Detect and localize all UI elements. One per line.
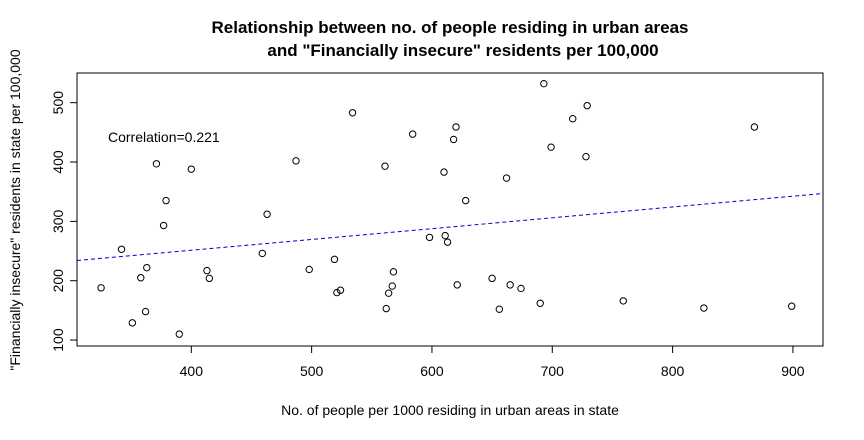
data-point (536, 299, 544, 307)
chart-subtitle: and "Financially insecure" residents per… (267, 41, 658, 60)
data-point (440, 168, 448, 176)
data-point (382, 304, 390, 313)
correlation-annotation: Correlation=0.221 (108, 129, 220, 145)
y-tick-label: 500 (50, 91, 66, 115)
data-point (517, 284, 525, 293)
y-tick-label: 400 (50, 150, 66, 174)
data-point (441, 231, 449, 240)
data-point (569, 114, 577, 123)
data-point (162, 196, 170, 205)
data-point (388, 282, 396, 290)
y-tick-label: 200 (50, 269, 66, 293)
plot-area-frame (76, 72, 824, 347)
data-point (488, 274, 496, 283)
chart-title: Relationship between no. of people resid… (211, 18, 688, 37)
data-point (205, 274, 214, 283)
data-point (449, 135, 458, 144)
x-tick-label: 800 (661, 363, 685, 379)
x-tick-label: 900 (781, 363, 805, 379)
data-point (506, 281, 514, 289)
data-point (348, 109, 357, 117)
data-point (409, 130, 417, 138)
data-point (152, 160, 161, 168)
data-point (258, 249, 266, 258)
data-point (582, 152, 590, 161)
data-point (141, 307, 150, 316)
x-tick-label: 600 (420, 363, 444, 379)
x-tick-label: 400 (180, 363, 204, 379)
data-point (547, 143, 555, 151)
data-point (333, 288, 341, 297)
data-point (336, 286, 345, 294)
x-tick-label: 700 (541, 363, 565, 379)
data-point (128, 319, 137, 327)
data-point (750, 123, 759, 131)
y-axis-label: "Financially insecure" residents in stat… (7, 49, 23, 370)
data-point (389, 268, 398, 276)
data-point (384, 289, 393, 297)
data-point (117, 245, 126, 253)
data-point (502, 174, 511, 182)
data-point (330, 255, 339, 264)
data-point (159, 221, 168, 230)
data-point (495, 305, 504, 313)
data-point (137, 274, 145, 282)
y-tick-label: 100 (50, 328, 66, 352)
data-point (143, 263, 151, 272)
data-point (203, 266, 211, 275)
x-axis: 400 500 600 700 800 900 (180, 345, 805, 379)
x-axis-label: No. of people per 1000 residing in urban… (281, 402, 619, 418)
data-point (187, 165, 196, 173)
data-point (381, 162, 389, 170)
data-point (453, 281, 461, 289)
data-point (700, 304, 708, 312)
data-point (263, 210, 271, 218)
data-point (788, 302, 796, 310)
data-point (583, 101, 591, 110)
data-point (292, 157, 300, 165)
data-point (452, 123, 460, 131)
data-points (97, 79, 796, 338)
y-tick-label: 300 (50, 209, 66, 233)
data-point (619, 297, 627, 305)
data-point (97, 284, 105, 292)
data-point (443, 238, 452, 246)
data-point (461, 196, 470, 205)
trend-line (76, 192, 824, 262)
x-tick-label: 500 (300, 363, 324, 379)
data-point (540, 79, 548, 88)
data-point (175, 330, 183, 338)
y-axis: 100 200 300 400 500 (50, 91, 78, 352)
data-point (305, 265, 313, 274)
data-point (425, 233, 434, 242)
